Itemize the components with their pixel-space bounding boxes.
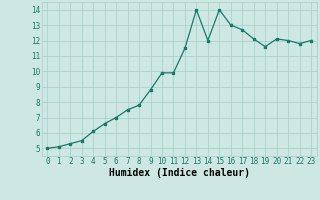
X-axis label: Humidex (Indice chaleur): Humidex (Indice chaleur) xyxy=(109,168,250,178)
